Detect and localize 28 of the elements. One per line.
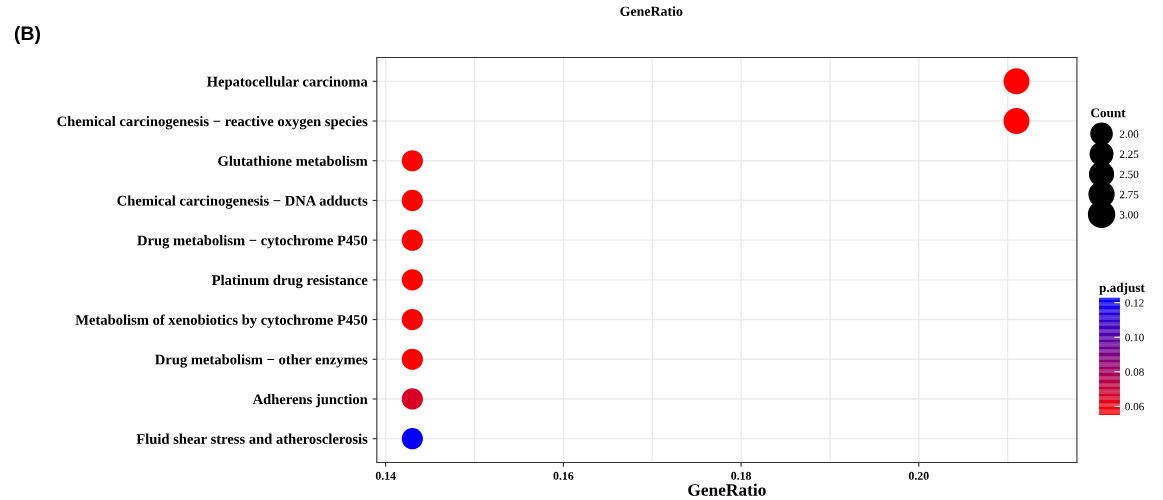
color-bar-label: 0.12	[1125, 299, 1144, 307]
legend-label: 2.75	[1119, 190, 1139, 199]
color-bar-label: 0.08	[1125, 368, 1144, 376]
y-tick-label: Glutathione metabolism	[218, 155, 368, 166]
x-tick-label: 0.18	[731, 471, 752, 480]
x-tick-label: 0.20	[908, 471, 929, 480]
y-tick-label: Chemical carcinogenesis − reactive oxygen species	[57, 115, 368, 130]
y-tick-label: Hepatocellular carcinoma	[206, 76, 368, 90]
text: GeneRatio	[620, 6, 683, 16]
legend-label: 3.00	[1119, 210, 1139, 219]
legend-title: Count	[1091, 108, 1126, 118]
text: (B)	[14, 25, 40, 45]
color-bar-label: 0.10	[1125, 333, 1144, 342]
x-tick-label: 0.16	[553, 471, 574, 480]
y-tick-label: Platinum drug resistance	[211, 274, 368, 289]
y-tick-label: Metabolism of xenobiotics by cytochrome P450	[75, 314, 368, 328]
x-tick-label: 0.14	[375, 471, 396, 480]
color-bar-title: p.adjust	[1099, 282, 1145, 295]
y-tick-label: Chemical carcinogenesis − DNA adducts	[117, 195, 368, 209]
x-axis-title: GeneRatio	[688, 483, 766, 496]
y-tick-label: Drug metabolism − other enzymes	[155, 354, 368, 368]
y-tick-label: Adherens junction	[252, 393, 368, 408]
y-tick-label: Drug metabolism − cytochrome P450	[137, 235, 368, 249]
legend-label: 2.25	[1119, 150, 1139, 159]
legend-label: 2.50	[1119, 170, 1139, 179]
legend-label: 2.00	[1119, 130, 1139, 138]
color-bar-label: 0.06	[1125, 402, 1144, 411]
y-tick-label: Fluid shear stress and atherosclerosis	[136, 433, 368, 444]
